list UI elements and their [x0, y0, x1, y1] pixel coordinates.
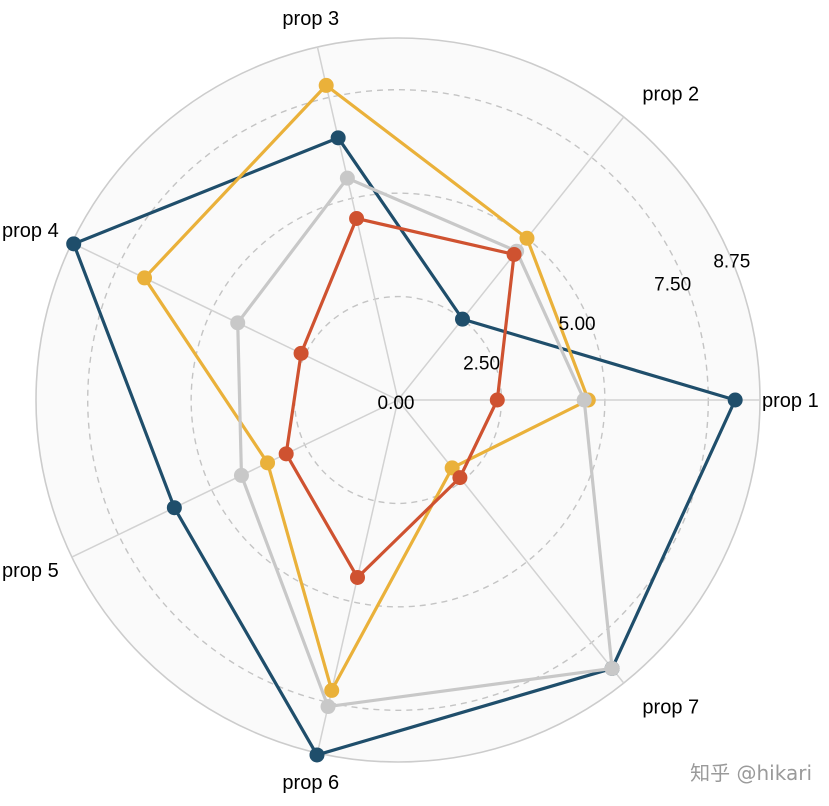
series-1-point-5 [166, 500, 182, 516]
r-max-label: 8.75 [713, 251, 750, 272]
series-3-line [236, 176, 614, 709]
r-tick-label-3: 7.50 [654, 274, 691, 295]
series-3-point-7 [604, 660, 620, 676]
series-4-point-7 [452, 470, 468, 486]
series-2-point-2 [519, 230, 535, 246]
series-1-point-6 [309, 747, 325, 763]
spoke-labels: prop 1 prop 2 prop 3 prop 4 prop 5 prop 6 prop… [2, 8, 819, 794]
series-2-point-3 [318, 77, 334, 93]
series-4-point-2 [506, 246, 522, 262]
series-4-point-4 [293, 345, 309, 361]
spoke-7 [397, 399, 625, 684]
series-3-point-6 [320, 699, 336, 715]
series-4-line [284, 216, 516, 580]
r-tick-label-1: 2.50 [463, 353, 500, 374]
series-lines [66, 77, 743, 763]
series-1-line [72, 136, 737, 757]
series-4 [278, 210, 522, 585]
radial-tick-labels: 0.00 2.50 5.00 7.50 8.75 [378, 251, 751, 414]
spoke-label-3: prop 3 [282, 8, 339, 30]
series-3-point-1 [576, 392, 592, 408]
series-3-point-5 [233, 467, 249, 483]
series-1-point-2 [454, 311, 470, 327]
series-4-point-5 [278, 446, 294, 462]
spoke-label-7: prop 7 [642, 696, 699, 718]
series-4-point-3 [349, 210, 365, 226]
series-4-point-6 [349, 569, 365, 585]
series-2-point-5 [260, 455, 276, 471]
series-3-point-4 [230, 315, 246, 331]
series-1-point-3 [330, 130, 346, 146]
series-2-point-6 [324, 682, 340, 698]
spoke-label-5: prop 5 [2, 560, 59, 582]
r-tick-label-2: 5.00 [559, 314, 596, 335]
series-1-point-4 [66, 236, 82, 252]
watermark: 知乎 @hikari [690, 761, 812, 785]
series-3-point-3 [339, 170, 355, 186]
series-1-point-1 [727, 392, 743, 408]
spoke-label-6: prop 6 [282, 772, 339, 794]
r-tick-label-0: 0.00 [378, 393, 415, 414]
spoke-label-4: prop 4 [2, 220, 59, 242]
series-2-point-4 [137, 270, 153, 286]
spoke-label-1: prop 1 [762, 390, 819, 412]
series-4-point-1 [489, 392, 505, 408]
spoke-label-2: prop 2 [642, 84, 699, 106]
